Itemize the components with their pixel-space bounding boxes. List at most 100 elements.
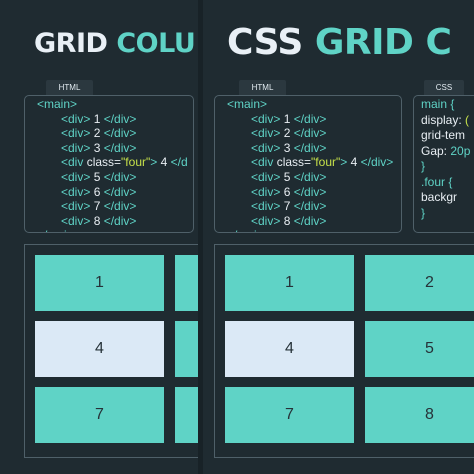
grid-cell-four: 4	[35, 321, 164, 377]
grid-cell: 5	[365, 321, 474, 377]
code-token: <div>	[251, 111, 281, 126]
code-token: 2	[90, 126, 104, 141]
grid-cell: 1	[35, 255, 164, 311]
right-css-tab[interactable]: CSS	[424, 80, 464, 95]
code-token: </div>	[293, 140, 327, 155]
grid-cell: 8	[365, 387, 474, 443]
grid-cell: 1	[225, 255, 354, 311]
left-grid-preview: 1 4 7	[24, 244, 198, 458]
code-token: 5	[90, 169, 104, 184]
code-token: <div>	[251, 169, 281, 184]
code-token: </div>	[103, 111, 137, 126]
code-token: </div>	[293, 126, 327, 141]
code-line: backgr	[421, 190, 474, 206]
code-token: <div>	[61, 184, 91, 199]
code-token: 3	[280, 140, 294, 155]
code-line: <div> 6 </div>	[227, 185, 401, 200]
code-line: <main>	[37, 97, 193, 112]
code-token: </div>	[103, 199, 137, 214]
grid-cell: 7	[225, 387, 354, 443]
code-token: 2	[280, 126, 294, 141]
code-line: <div> 5 </div>	[37, 170, 193, 185]
code-token: </div>	[293, 213, 327, 228]
left-title-white: GRID	[34, 28, 117, 59]
code-token: <div>	[61, 126, 91, 141]
code-token: class=	[86, 155, 122, 170]
code-token: </div>	[293, 199, 327, 214]
code-line: }	[421, 206, 474, 222]
code-token: 4	[347, 155, 361, 170]
code-line: <div> 8 </div>	[37, 214, 193, 229]
code-token: 1	[280, 111, 294, 126]
code-line: <div> 1 </div>	[227, 112, 401, 127]
code-token: }	[421, 159, 426, 173]
grid-cell	[175, 321, 198, 377]
code-line: </main>	[227, 228, 401, 232]
code-line: <div> 3 </div>	[227, 141, 401, 156]
code-token: 7	[280, 199, 294, 214]
code-token: </div>	[103, 140, 137, 155]
code-token: 8	[90, 213, 104, 228]
code-token: </div>	[293, 169, 327, 184]
code-line: <div> 3 </div>	[37, 141, 193, 156]
code-token: "four"	[121, 155, 151, 170]
code-token: >	[150, 155, 158, 170]
code-line: <div> 2 </div>	[227, 126, 401, 141]
code-token: </main>	[227, 228, 270, 232]
code-token: </div>	[103, 213, 137, 228]
code-token: </main>	[37, 228, 80, 232]
code-line: main {	[421, 97, 474, 113]
right-title-accent: GRID C	[314, 22, 452, 63]
code-line: <div> 6 </div>	[37, 185, 193, 200]
code-token: <div>	[251, 184, 281, 199]
code-token: <div>	[251, 213, 281, 228]
right-html-code: <main> <div> 1 </div> <div> 2 </div> <div> …	[215, 96, 401, 232]
left-html-tab[interactable]: HTML	[46, 80, 93, 95]
code-token: }	[421, 205, 426, 220]
code-token: 8	[280, 213, 294, 228]
code-line: <div class="four"> 4 </d	[37, 155, 193, 170]
code-line: <div> 2 </div>	[37, 126, 193, 141]
code-token: <div>	[251, 140, 281, 155]
right-html-tab[interactable]: HTML	[239, 80, 286, 95]
right-html-code-box: <main> <div> 1 </div> <div> 2 </div> <div> …	[214, 95, 402, 233]
right-card: CSS GRID C HTML CSS <main> <div> 1 </div>…	[203, 0, 474, 474]
code-line: <div class="four"> 4 </div>	[227, 155, 401, 170]
code-token: 6	[90, 184, 104, 199]
code-token: <main>	[227, 97, 268, 111]
code-token: <div	[61, 155, 87, 170]
code-token: 4	[157, 155, 171, 170]
left-html-code: <main> <div> 1 </div> <div> 2 </div> <div> …	[25, 96, 193, 232]
code-token: 5	[280, 169, 294, 184]
code-token: (	[465, 112, 470, 127]
code-token: 1	[90, 111, 104, 126]
code-line: <div> 5 </div>	[227, 170, 401, 185]
code-token: >	[340, 155, 348, 170]
left-card: GRID COLU HTML <main> <div> 1 </div> <div>…	[0, 0, 198, 474]
right-css-code-box: main { display: ( grid-tem Gap: 20p} .fou…	[413, 95, 474, 233]
left-html-code-box: <main> <div> 1 </div> <div> 2 </div> <div> …	[24, 95, 194, 233]
code-token: </div>	[293, 111, 327, 126]
code-token: backgr	[421, 190, 458, 204]
grid-cell	[175, 387, 198, 443]
code-line: Gap: 20p	[421, 144, 474, 160]
code-token: <div>	[61, 199, 91, 214]
grid-cell: 2	[365, 255, 474, 311]
right-grid-preview: 1 2 4 5 7 8	[214, 244, 474, 458]
code-token: grid-tem	[421, 128, 466, 142]
code-line: <div> 7 </div>	[37, 199, 193, 214]
code-token: display:	[421, 112, 466, 127]
code-line: <main>	[227, 97, 401, 112]
code-token: main {	[421, 97, 455, 111]
right-title: CSS GRID C	[227, 22, 452, 63]
code-token: .four {	[421, 174, 453, 189]
right-title-white: CSS	[227, 22, 315, 63]
code-token: <div>	[251, 199, 281, 214]
code-token: Gap:	[421, 143, 451, 158]
code-token: <div>	[61, 169, 91, 184]
code-token: "four"	[311, 155, 341, 170]
code-token: 20p	[450, 143, 471, 158]
code-token: <div>	[251, 126, 281, 141]
code-line: .four {	[421, 175, 474, 191]
code-token: 7	[90, 199, 104, 214]
